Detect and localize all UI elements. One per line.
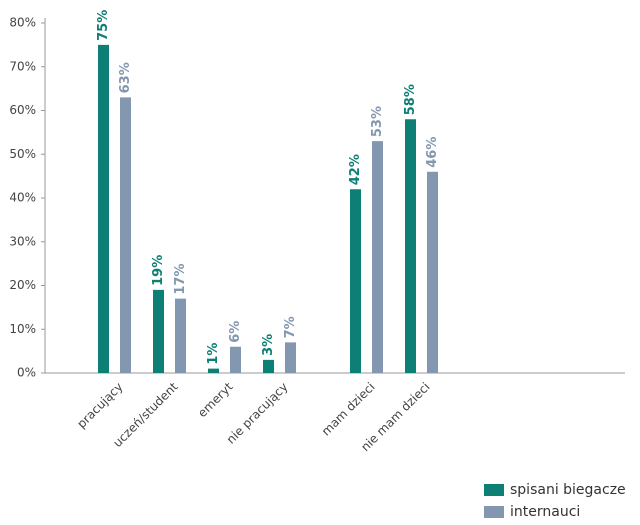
bar — [405, 119, 416, 373]
legend-swatch — [484, 484, 504, 496]
bar — [263, 359, 274, 373]
value-label: 3% — [261, 334, 276, 356]
bar — [208, 368, 219, 373]
value-label: 6% — [228, 321, 243, 343]
y-tick-label: 70% — [9, 59, 36, 73]
legend-label: internauci — [510, 504, 580, 520]
bar — [230, 346, 241, 373]
bar — [175, 298, 186, 373]
y-tick-label: 0% — [17, 366, 36, 380]
y-tick-label: 60% — [9, 103, 36, 117]
bar — [427, 171, 438, 373]
value-label: 63% — [118, 62, 133, 93]
value-label: 58% — [403, 84, 418, 115]
legend-label: spisani biegacze — [510, 482, 626, 498]
y-tick-label: 40% — [9, 191, 36, 205]
bar — [120, 97, 131, 373]
value-label: 7% — [283, 316, 298, 338]
value-label: 19% — [151, 255, 166, 286]
bar — [98, 44, 109, 373]
value-label: 46% — [425, 137, 440, 168]
x-tick-label: emeryt — [195, 379, 236, 420]
x-tick-label: pracujący — [74, 380, 125, 431]
bar — [153, 289, 164, 373]
y-tick-label: 50% — [9, 147, 36, 161]
y-tick-label: 30% — [9, 234, 36, 248]
value-label: 53% — [370, 106, 385, 137]
value-label: 42% — [348, 154, 363, 185]
y-tick-label: 80% — [9, 16, 36, 30]
y-tick-label: 10% — [9, 322, 36, 336]
value-label: 75% — [96, 10, 111, 41]
value-label: 1% — [206, 343, 221, 365]
bar — [372, 141, 383, 373]
y-tick-label: 20% — [9, 278, 36, 292]
bar — [350, 189, 361, 373]
legend-swatch — [484, 506, 504, 518]
x-tick-label: mam dzieci — [319, 380, 378, 439]
value-label: 17% — [173, 264, 188, 295]
bar — [285, 342, 296, 373]
